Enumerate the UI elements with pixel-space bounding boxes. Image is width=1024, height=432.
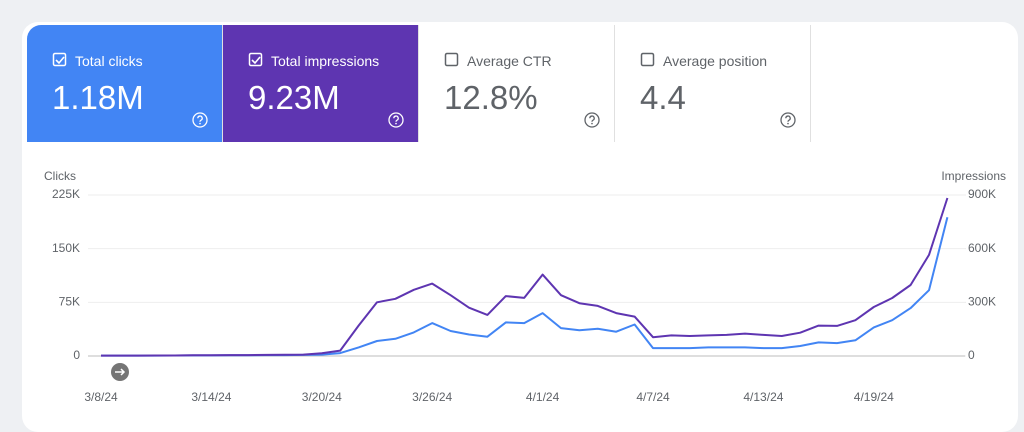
- help-icon[interactable]: [583, 111, 601, 129]
- y2-tick-label: 300K: [968, 295, 996, 309]
- help-icon[interactable]: [387, 111, 405, 129]
- y2-tick-label: 600K: [968, 241, 996, 255]
- page: {"cards": [ {"label": "Total clicks", "v…: [22, 22, 1018, 432]
- help-mark: [197, 115, 203, 122]
- checkbox[interactable]: [444, 52, 460, 68]
- y-tick-label: 0: [73, 348, 80, 362]
- metric-label: Average CTR: [467, 53, 552, 69]
- checkbox[interactable]: [248, 52, 264, 68]
- metric-value: 12.8%: [444, 79, 538, 116]
- help-dot: [395, 122, 397, 125]
- panel: Total clicks 1.18M Total impressions 9.23M A…: [22, 22, 1018, 432]
- help-dot: [591, 122, 593, 125]
- y-axis-title: Clicks: [44, 169, 76, 183]
- x-tick-label: 4/19/24: [854, 390, 894, 404]
- data-line: [101, 197, 949, 357]
- help-circle: [192, 112, 208, 128]
- y-tick-label: 225K: [52, 187, 80, 201]
- metric-cards: Total clicks 1.18M Total impressions 9.23M A…: [27, 25, 811, 142]
- metric-value: 1.18M: [52, 79, 144, 116]
- y2-axis-title: Impressions: [941, 169, 1006, 183]
- metric-value: 9.23M: [248, 79, 340, 116]
- help-mark: [393, 115, 399, 122]
- metric-label: Average position: [663, 53, 768, 69]
- help-circle: [388, 112, 404, 128]
- checkbox-box: [640, 52, 655, 67]
- y-tick-label: 150K: [52, 241, 80, 255]
- x-tick-label: 4/1/24: [526, 390, 560, 404]
- checkbox-box: [52, 52, 67, 67]
- metric-card[interactable]: Total impressions 9.23M: [223, 25, 419, 142]
- metric-card[interactable]: Average position 4.4: [615, 25, 811, 142]
- help-circle: [584, 112, 600, 128]
- help-icon[interactable]: [779, 111, 797, 129]
- x-tick-label: 3/26/24: [412, 390, 452, 404]
- checkbox[interactable]: [52, 52, 68, 68]
- checkmark: [55, 56, 65, 65]
- metric-card[interactable]: Average CTR 12.8%: [419, 25, 615, 142]
- data-line: [101, 216, 949, 357]
- metric-card[interactable]: Total clicks 1.18M: [27, 25, 223, 142]
- x-tick-label: 3/20/24: [302, 390, 342, 404]
- help-circle: [780, 112, 796, 128]
- help-dot: [787, 122, 789, 125]
- chart: Clicks Impressions 0 75K 150K 225K 0 300K 600K…: [44, 169, 1006, 404]
- metric-label: Total clicks: [75, 53, 143, 69]
- help-icon[interactable]: [191, 111, 209, 129]
- x-tick-label: 3/8/24: [84, 390, 118, 404]
- x-tick-label: 4/7/24: [636, 390, 670, 404]
- checkbox-box: [444, 52, 459, 67]
- x-tick-label: 3/14/24: [191, 390, 231, 404]
- y-tick-label: 75K: [59, 295, 80, 309]
- metric-label: Total impressions: [271, 53, 380, 69]
- help-mark: [785, 115, 791, 122]
- metric-value: 4.4: [640, 79, 686, 116]
- checkbox[interactable]: [640, 52, 656, 68]
- arrow-icon: [115, 368, 126, 376]
- x-tick-label: 4/13/24: [743, 390, 783, 404]
- help-dot: [199, 122, 201, 125]
- help-mark: [589, 115, 595, 122]
- checkbox-box: [248, 52, 263, 67]
- checkmark: [251, 56, 261, 65]
- y2-tick-label: 900K: [968, 187, 996, 201]
- y2-tick-label: 0: [968, 348, 975, 362]
